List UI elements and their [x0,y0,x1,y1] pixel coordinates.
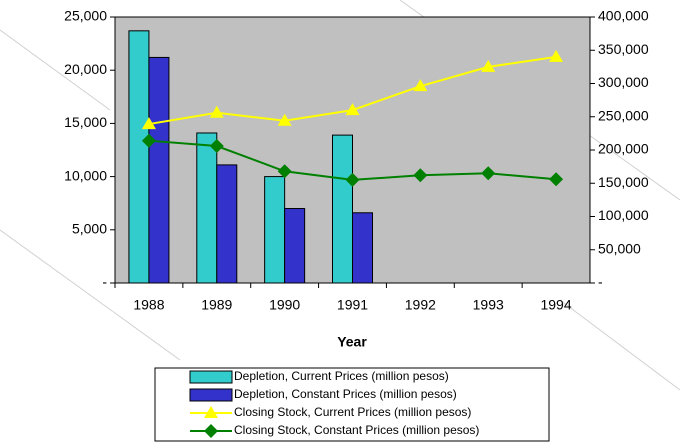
bar [264,176,286,284]
bar [216,164,238,284]
y-tick-label: 10,000 [64,167,107,183]
bar [148,56,170,284]
y2-tick-label: 400,000 [598,8,649,24]
x-axis-title: Year [337,334,367,350]
marker [277,113,292,126]
legend-label: Depletion, Constant Prices (million peso… [234,387,457,401]
bar [352,212,373,284]
marker [413,168,428,183]
y-tick-label: 5,000 [72,221,107,237]
bar [128,30,150,284]
y2-tick-label: 250,000 [598,107,649,123]
marker [277,164,292,179]
bar [196,132,218,284]
x-tick-label: 1993 [473,297,504,313]
marker [209,105,224,118]
marker [481,166,496,181]
marker [413,79,428,92]
bar [332,134,353,284]
legend-entries: Depletion, Current Prices (million pesos… [189,369,479,438]
bar [284,208,306,284]
legend-label: Depletion, Current Prices (million pesos… [234,369,449,383]
marker [345,103,360,116]
y2-tick-label: - [598,274,603,290]
legend-swatch [189,388,233,402]
x-tick-label: 1988 [133,297,164,313]
marker [549,172,564,187]
y-tick-label: 25,000 [64,8,107,24]
y2-tick-label: 150,000 [598,174,649,190]
marker [141,117,156,130]
x-tick-label: 1991 [337,297,368,313]
x-tick-label: 1994 [540,297,571,313]
legend-label: Closing Stock, Constant Prices (million … [234,423,479,437]
y2-tick-label: 200,000 [598,141,649,157]
marker [209,139,224,154]
legend-marker [204,424,218,438]
y2-tick-label: 300,000 [598,74,649,90]
y-tick-label: 20,000 [64,61,107,77]
marker [549,49,564,62]
y-tick-label: 15,000 [64,114,107,130]
legend-marker [204,406,218,418]
y-tick-label: - [102,274,107,290]
marker [481,59,496,72]
marker [141,133,156,148]
y2-tick-label: 350,000 [598,41,649,57]
y2-tick-label: 50,000 [598,240,641,256]
legend-swatch [189,370,233,384]
x-tick-label: 1989 [201,297,232,313]
y2-tick-label: 100,000 [598,207,649,223]
marker [345,172,360,187]
x-tick-label: 1992 [405,297,436,313]
legend-label: Closing Stock, Current Prices (million p… [234,405,471,419]
x-tick-label: 1990 [269,297,300,313]
